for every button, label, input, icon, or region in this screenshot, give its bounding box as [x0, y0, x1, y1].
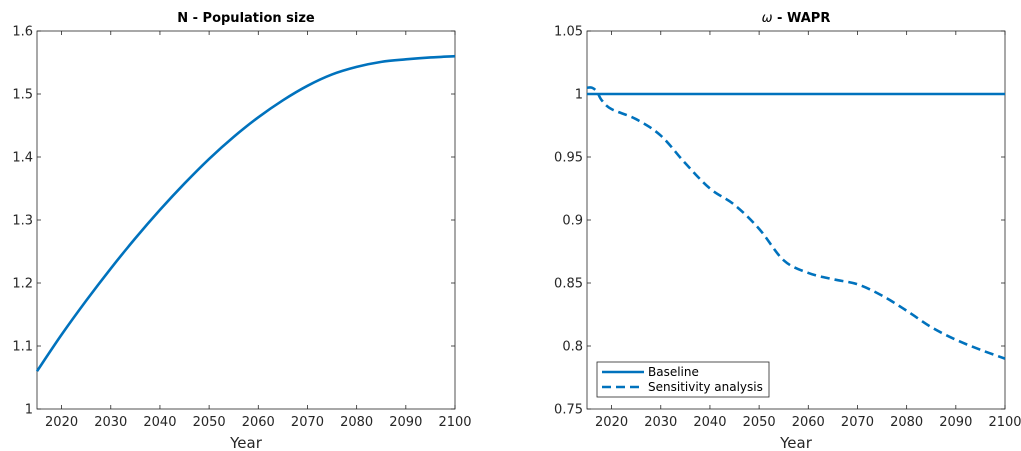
- wapr-chart: ω - WAPR 2020 2030 2040 2050 2060 2070 2080 209…: [554, 11, 1021, 451]
- series-layer: [35, 54, 456, 372]
- y-tick-label: 1.3: [12, 214, 33, 229]
- y-tick-label: 0.8: [562, 340, 583, 355]
- legend-box: [596, 361, 770, 398]
- y-tick-label: 1: [25, 403, 33, 418]
- y-tick-label: 0.85: [554, 277, 583, 292]
- x-tick-label: 2080: [340, 415, 373, 430]
- title-text: - WAPR: [773, 11, 831, 26]
- omega-symbol: ω: [762, 11, 773, 26]
- x-axis-label: Year: [779, 434, 813, 451]
- legend-baseline-label: Baseline: [648, 365, 699, 379]
- x-tick-label: 2020: [595, 415, 628, 430]
- x-tick-label: 2030: [94, 415, 127, 430]
- y-tick-label: 0.95: [554, 151, 583, 166]
- x-tick-label: 2050: [193, 415, 226, 430]
- axis-ticks: 2020 2030 2040 2050 2060 2070 2080 2090 2100 0.75…: [554, 25, 1021, 431]
- chart-title: ω - WAPR: [762, 11, 831, 26]
- x-tick-label: 2060: [792, 415, 825, 430]
- y-tick-label: 0.75: [554, 403, 583, 418]
- series-line-sensitivity-analysis: [586, 86, 1006, 360]
- legend-sensitivity-label: Sensitivity analysis: [648, 380, 763, 394]
- series-layer: [586, 86, 1006, 360]
- chart-title: N - Population size: [177, 11, 315, 26]
- x-tick-label: 2090: [939, 415, 972, 430]
- x-tick-label: 2100: [988, 415, 1021, 430]
- x-tick-label: 2020: [45, 415, 78, 430]
- y-tick-label: 1.1: [12, 340, 33, 355]
- x-tick-label: 2040: [693, 415, 726, 430]
- x-tick-label: 2040: [143, 415, 176, 430]
- y-tick-label: 1: [575, 88, 583, 103]
- plot-area: [36, 30, 456, 410]
- axis-ticks: 2020 2030 2040 2050 2060 2070 2080 2090 2100 1 1.1…: [12, 25, 471, 431]
- x-tick-label: 2050: [743, 415, 776, 430]
- y-tick-label: 0.9: [562, 214, 583, 229]
- x-tick-label: 2080: [890, 415, 923, 430]
- x-tick-label: 2030: [644, 415, 677, 430]
- y-tick-label: 1.2: [12, 277, 33, 292]
- x-tick-label: 2070: [291, 415, 324, 430]
- x-tick-label: 2100: [438, 415, 471, 430]
- x-tick-label: 2060: [242, 415, 275, 430]
- y-tick-label: 1.4: [12, 151, 33, 166]
- y-tick-label: 1.05: [554, 25, 583, 40]
- plot-area: [586, 30, 1006, 410]
- y-tick-label: 1.6: [12, 25, 33, 40]
- x-tick-label: 2070: [841, 415, 874, 430]
- population-size-chart: N - Population size 2020 2030 2040 2050 2060…: [12, 11, 471, 451]
- series-line-population: [35, 54, 456, 372]
- y-tick-label: 1.5: [12, 88, 33, 103]
- x-axis-label: Year: [229, 434, 263, 451]
- x-tick-label: 2090: [389, 415, 422, 430]
- legend: Baseline Sensitivity analysis: [596, 361, 770, 398]
